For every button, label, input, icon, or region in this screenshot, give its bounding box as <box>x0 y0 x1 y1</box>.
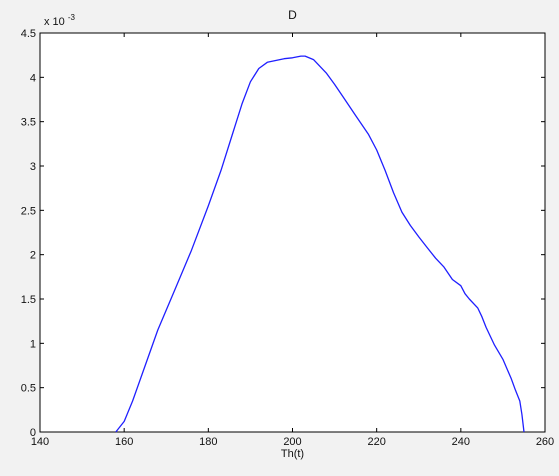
y-tick-label: 1.5 <box>21 294 36 306</box>
x-tick-label: 140 <box>31 436 49 448</box>
y-tick-label: 3.5 <box>21 117 36 129</box>
y-axis-multiplier-base: x 10 <box>44 16 65 28</box>
x-axis-label: Th(t) <box>281 448 304 460</box>
y-tick-label: 4.5 <box>21 28 36 40</box>
x-tick-label: 200 <box>283 436 301 448</box>
series-lines <box>115 55 525 433</box>
y-tick-label: 0.5 <box>21 383 36 395</box>
y-tick-label: 1 <box>30 338 36 350</box>
y-axis-multiplier: x 10 -3 <box>44 13 76 28</box>
series-line <box>115 55 525 433</box>
axis-ticks: 140 160 180 200 220 240 260 0 0.5 1 1.5 2 2.5 3 3.5 4 4.… <box>21 28 554 448</box>
y-tick-label: 0 <box>30 427 36 439</box>
x-tick-label: 260 <box>536 436 554 448</box>
plot-area <box>39 32 546 433</box>
y-axis-multiplier-exponent: -3 <box>68 13 76 22</box>
x-tick-label: 160 <box>115 436 133 448</box>
x-tick-label: 220 <box>367 436 385 448</box>
x-tick-label: 240 <box>452 436 470 448</box>
y-tick-label: 3 <box>30 161 36 173</box>
y-tick-label: 2.5 <box>21 205 36 217</box>
x-tick-label: 180 <box>199 436 217 448</box>
chart-title: D <box>288 8 297 22</box>
y-tick-label: 2 <box>30 250 36 262</box>
y-tick-label: 4 <box>30 72 36 84</box>
